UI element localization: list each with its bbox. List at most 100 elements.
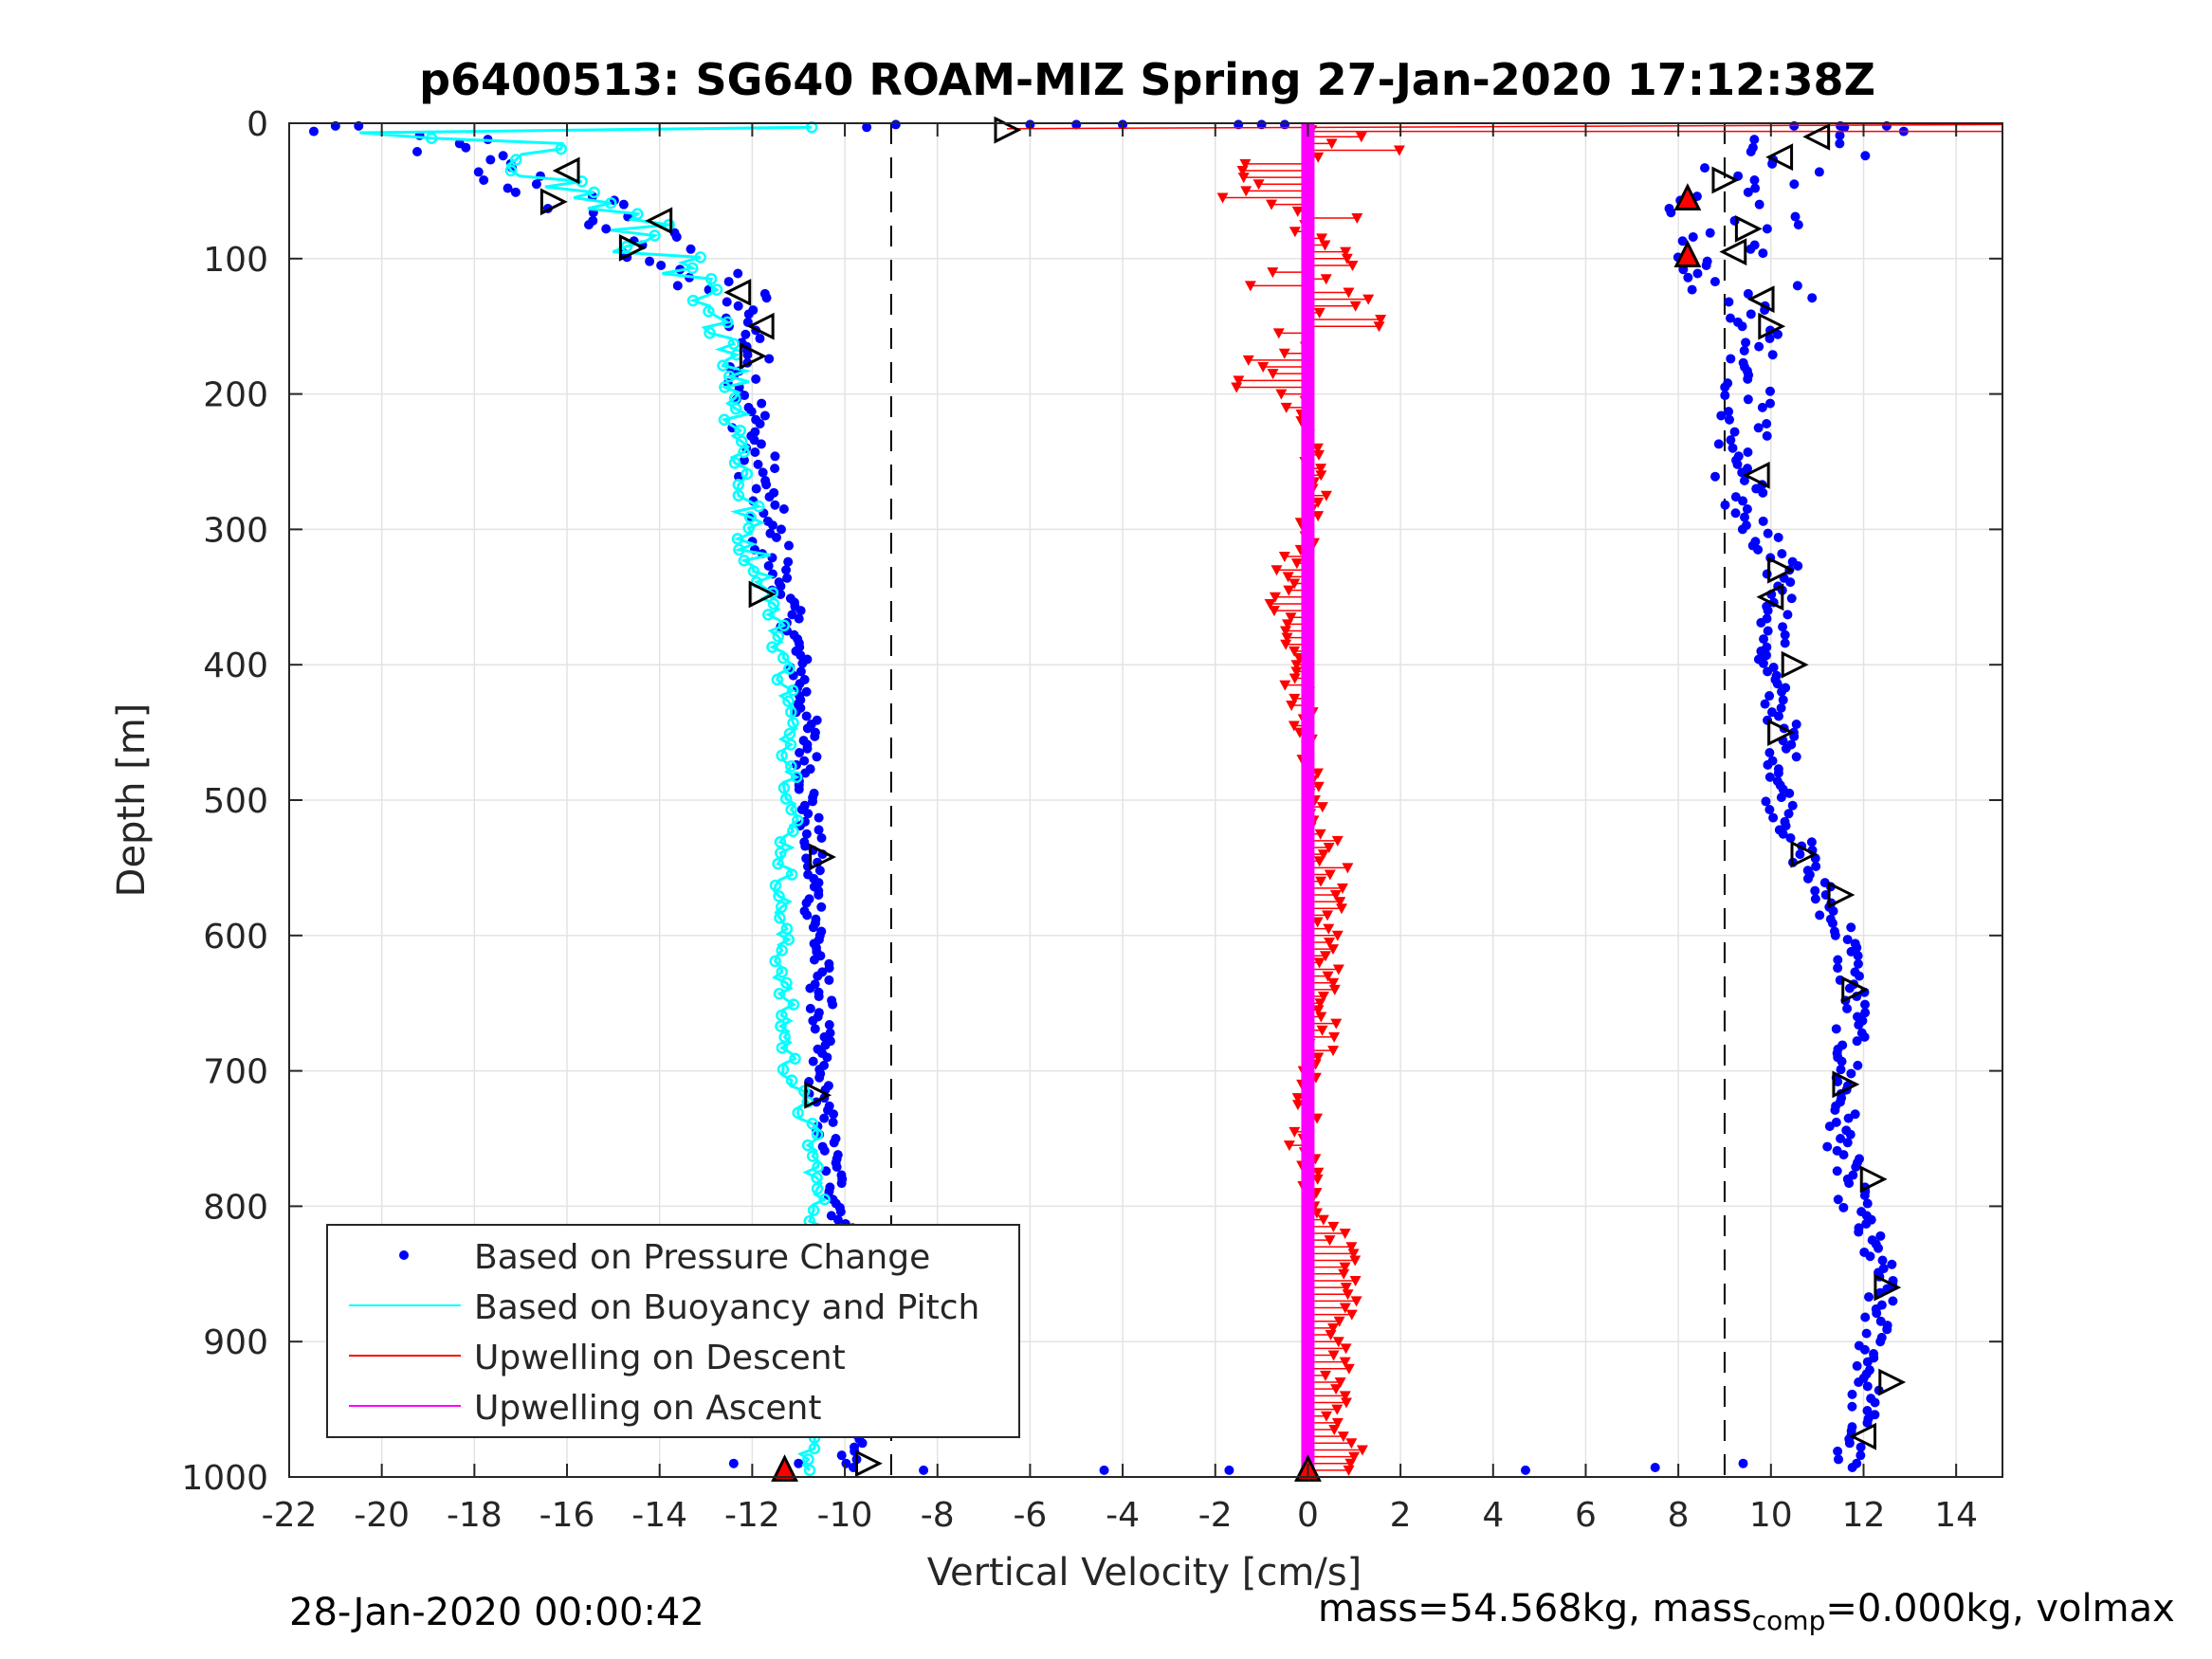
ascent-point xyxy=(1854,1020,1864,1030)
buoyancy-point xyxy=(773,987,786,1000)
x-tick-label: -6 xyxy=(1013,1496,1047,1535)
upwelling-marker xyxy=(1330,1384,1343,1395)
ascent-point xyxy=(1778,695,1788,705)
descent-point xyxy=(739,455,749,465)
upwelling-marker xyxy=(1339,1391,1351,1402)
descent-point xyxy=(740,391,750,401)
ascent-point xyxy=(1811,861,1821,871)
descent-point xyxy=(822,1052,832,1063)
legend-label: Upwelling on Ascent xyxy=(474,1389,821,1428)
upwelling-marker xyxy=(1332,964,1344,975)
upwelling-marker xyxy=(1341,253,1353,264)
triangle-markers xyxy=(539,116,1907,1482)
ascent-point xyxy=(1838,1150,1849,1160)
upwelling-marker xyxy=(1286,701,1298,712)
ascent-point xyxy=(1859,1344,1870,1355)
legend-label: Based on Buoyancy and Pitch xyxy=(474,1288,979,1327)
ascent-point xyxy=(1768,812,1779,823)
ascent-point xyxy=(1699,163,1709,173)
buoyancy-point xyxy=(710,283,723,296)
buoyancy-point xyxy=(776,1042,789,1054)
descent-point xyxy=(814,812,824,823)
upwelling-marker xyxy=(1312,1167,1325,1178)
ascent-point xyxy=(1764,772,1775,782)
x-tick-label: -16 xyxy=(539,1496,595,1535)
upwelling-marker xyxy=(1266,199,1278,210)
ascent-point xyxy=(1737,321,1747,332)
descent-point xyxy=(794,613,804,624)
descent-point xyxy=(801,898,812,908)
buoyancy-point xyxy=(605,197,617,210)
ascent-point xyxy=(1687,284,1697,295)
descent-point xyxy=(808,796,818,807)
stall-marker xyxy=(1734,214,1763,243)
ascent-point xyxy=(1859,1190,1870,1200)
descent-point xyxy=(601,224,612,234)
descent-point xyxy=(814,889,824,900)
descent-point xyxy=(800,841,811,851)
upwelling-marker xyxy=(1322,910,1334,921)
upwelling-marker xyxy=(1289,227,1301,238)
ascent-point xyxy=(1824,1121,1835,1132)
descent-point xyxy=(795,748,805,758)
buoyancy-point xyxy=(811,1172,823,1184)
upwelling-marker xyxy=(1340,246,1352,258)
upwelling-marker xyxy=(1328,984,1341,995)
stall-marker xyxy=(723,279,752,306)
descent-point xyxy=(618,199,629,210)
descent-point xyxy=(805,983,815,994)
descent-point xyxy=(816,902,827,912)
ascent-point xyxy=(1758,248,1768,259)
ascent-point xyxy=(1860,1008,1871,1018)
upwelling-marker xyxy=(1240,186,1252,197)
ascent-point xyxy=(1773,329,1783,339)
stall-marker xyxy=(1832,1070,1860,1099)
ascent-point xyxy=(1692,268,1703,279)
ascent-point xyxy=(1865,1251,1875,1262)
upwelling-marker xyxy=(1317,849,1329,861)
upwelling-marker xyxy=(1291,1093,1304,1104)
upwelling-marker xyxy=(1349,1255,1362,1267)
upwelling-marker xyxy=(1331,930,1344,941)
buoyancy-point xyxy=(704,272,718,285)
extra-point xyxy=(1099,1465,1109,1475)
pressure-change-dots xyxy=(308,119,1909,1475)
ascent-point xyxy=(1739,475,1749,485)
stall-marker xyxy=(1827,881,1856,909)
stall-marker xyxy=(1767,556,1795,584)
buoyancy-point xyxy=(806,1150,819,1162)
buoyancy-point xyxy=(778,1030,791,1044)
upwelling-marker xyxy=(1336,903,1348,915)
descent-point xyxy=(828,999,838,1010)
upwelling-marker xyxy=(1289,1126,1301,1138)
stall-marker xyxy=(1742,461,1770,489)
descent-point xyxy=(740,329,751,339)
buoyancy-point xyxy=(792,1106,804,1120)
ascent-point xyxy=(1720,382,1730,392)
upwelling-marker xyxy=(1328,1031,1341,1043)
plot-box xyxy=(288,122,2003,1478)
upwelling-marker xyxy=(1362,294,1375,305)
descent-point xyxy=(794,784,804,794)
buoyancy-point xyxy=(769,955,781,968)
descent-point xyxy=(756,439,766,449)
buoyancy-point xyxy=(727,337,740,351)
ascent-point xyxy=(1852,1036,1862,1047)
buoyancy-point xyxy=(787,717,799,729)
ascent-point xyxy=(1872,1308,1882,1319)
x-tick-label: 2 xyxy=(1390,1496,1412,1535)
ascent-point xyxy=(1842,1138,1853,1148)
y-tick-label: 600 xyxy=(203,918,268,957)
buoyancy-point xyxy=(775,1020,787,1032)
upwelling-marker xyxy=(1271,565,1283,576)
ascent-point xyxy=(1842,935,1853,945)
ascent-point xyxy=(1843,1113,1854,1123)
stall-marker xyxy=(739,342,767,371)
ascent-point xyxy=(1875,1337,1886,1347)
upwelling-marker xyxy=(1320,274,1332,285)
upwelling-marker xyxy=(1342,863,1354,874)
buoyancy-point xyxy=(735,435,748,447)
buoyancy-point xyxy=(774,911,786,924)
descent-point xyxy=(797,658,808,668)
legend: Based on Pressure Change Based on Buoyanc… xyxy=(326,1224,1020,1438)
